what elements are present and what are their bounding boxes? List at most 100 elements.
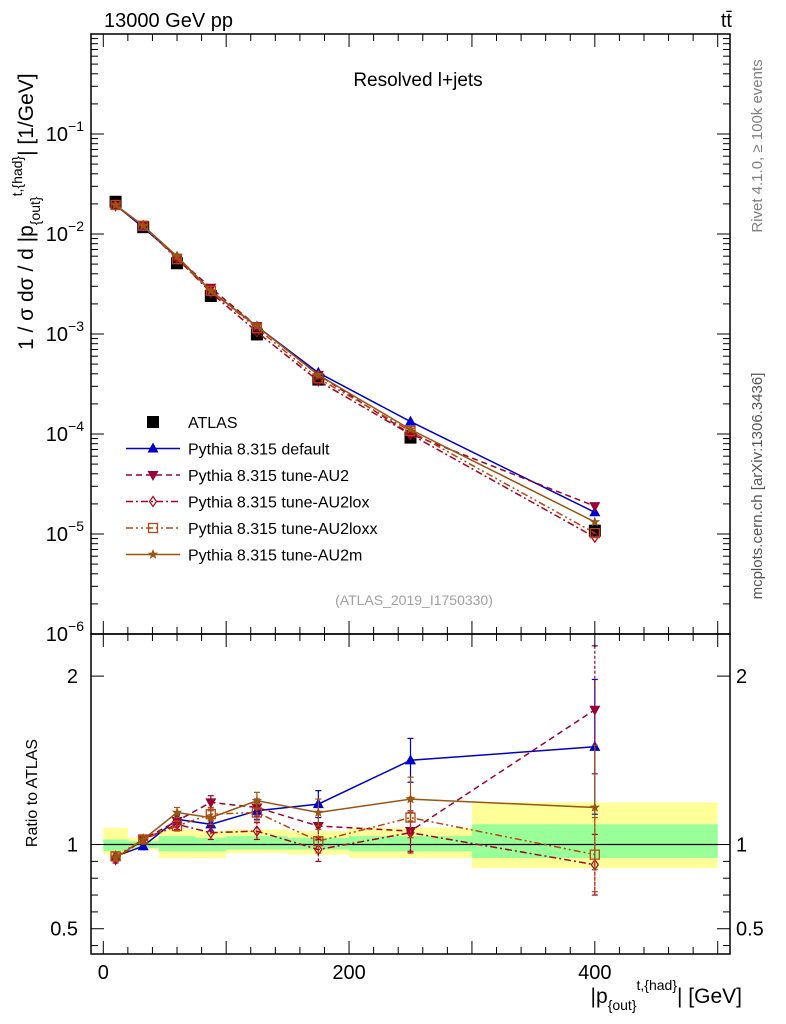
legend-marker <box>148 495 158 508</box>
ratio-y-tick-label-right: 1 <box>736 835 747 857</box>
ratio-point <box>205 812 216 822</box>
ratio-point <box>405 754 416 765</box>
series-line <box>115 204 596 523</box>
main-ticks <box>91 33 730 635</box>
series-atlas <box>109 195 601 537</box>
ratio-point <box>312 822 324 832</box>
source-label: mcplots.cern.ch [arXiv:1306.3436] <box>749 373 766 600</box>
data-point <box>313 369 324 380</box>
legend-item-pythia-8-315-default: Pythia 8.315 default <box>126 442 330 459</box>
legend-marker <box>147 471 159 481</box>
ratio-y-tick-label-right: 2 <box>736 666 747 688</box>
data-point <box>110 199 121 210</box>
y-title-sup: t,{had} <box>9 156 25 197</box>
x-title-sub: {out} <box>608 997 637 1013</box>
ratio-ticks <box>91 634 730 954</box>
main-y-tick-label: 10−6 <box>46 618 84 646</box>
main-panel: Resolved l+jets (ATLAS_2019_I1750330) 10… <box>9 33 731 646</box>
legend-item-pythia-8-315-tune-au2lox: Pythia 8.315 tune-AU2lox <box>126 495 369 512</box>
legend-marker <box>147 522 159 534</box>
analysis-label: (ATLAS_2019_I1750330) <box>335 592 493 608</box>
svg-text:1 / σ dσ / d |p{out}t,{had}| [: 1 / σ dσ / d |p{out}t,{had}| [1/GeV] <box>9 73 43 350</box>
ratio-line <box>115 798 595 859</box>
ratio-point <box>206 826 216 839</box>
legend-label: Pythia 8.315 tune-AU2 <box>188 468 349 485</box>
legend-label: Pythia 8.315 tune-AU2m <box>188 548 362 565</box>
series-pythia-8-315-tune-au2m <box>110 199 601 527</box>
main-y-tick-labels: 10−6 10−5 10−4 10−3 10−2 10−1 <box>46 118 84 646</box>
data-point <box>590 531 600 544</box>
green-band <box>158 836 196 852</box>
main-frame <box>90 33 731 635</box>
ratio-series <box>110 645 601 896</box>
process-label: tt̄ <box>721 10 733 32</box>
ratio-panel: 0.5 0.5 1 1 2 2 0 200 400 Ratio to ATLAS |p{out… <box>24 633 764 1013</box>
ratio-point <box>251 795 263 806</box>
ratio-point <box>138 834 149 844</box>
legend-marker <box>147 549 159 559</box>
series-line <box>115 205 596 507</box>
chart-title: Resolved l+jets <box>353 70 482 91</box>
ratio-point <box>589 802 601 812</box>
ratio-point <box>110 852 121 863</box>
ratio-y-axis-title: Ratio to ATLAS <box>24 739 41 847</box>
y-title-main: 1 / σ dσ / d |p <box>15 225 38 350</box>
series-line <box>115 204 596 538</box>
ratio-point <box>171 807 183 817</box>
ratio-y-tick-labels: 0.5 0.5 1 1 2 2 <box>50 666 764 941</box>
data-point <box>589 516 601 527</box>
ratio-y-tick-label: 0.5 <box>50 919 78 941</box>
x-tick-label: 400 <box>578 962 611 984</box>
ratio-frame <box>90 633 731 955</box>
data-point <box>589 527 600 539</box>
main-y-tick-label: 10−1 <box>46 118 84 146</box>
ratio-line <box>115 709 596 861</box>
main-y-tick-label: 10−2 <box>46 218 84 246</box>
series-line <box>115 204 596 513</box>
legend-marker <box>147 442 159 453</box>
data-point <box>405 424 416 434</box>
data-point <box>589 502 601 513</box>
x-title-sup: t,{had} <box>637 977 678 993</box>
main-series <box>109 195 601 544</box>
legend-label: Pythia 8.315 tune-AU2loxx <box>188 521 377 538</box>
main-y-tick-label: 10−4 <box>46 418 84 446</box>
legend-marker <box>147 416 159 428</box>
ratio-point <box>313 836 324 847</box>
ratio-point <box>405 793 416 804</box>
data-point <box>205 285 216 296</box>
data-point <box>588 524 601 537</box>
legend-item-pythia-8-315-tune-au2m: Pythia 8.315 tune-AU2m <box>126 548 362 565</box>
ratio-y-tick-label-right: 0.5 <box>736 919 764 941</box>
legend-label: Pythia 8.315 tune-AU2lox <box>188 495 369 512</box>
ratio-line <box>115 746 595 858</box>
legend-item-pythia-8-315-tune-au2loxx: Pythia 8.315 tune-AU2loxx <box>126 521 377 538</box>
x-tick-labels: 0 200 400 <box>98 962 612 984</box>
green-band <box>226 836 288 850</box>
ratio-point <box>314 843 323 856</box>
ratio-point <box>205 798 217 809</box>
ratio-y-tick-label: 1 <box>67 835 78 857</box>
data-point <box>171 250 183 261</box>
series-pythia-8-315-default <box>110 198 601 517</box>
ratio-point <box>589 705 601 716</box>
data-point <box>251 320 263 331</box>
y-title-unit: | [1/GeV] <box>15 73 38 156</box>
series-pythia-8-315-tune-au2 <box>110 201 601 513</box>
ratio-point <box>171 820 183 832</box>
data-point <box>314 374 323 387</box>
legend-label: Pythia 8.315 default <box>188 442 330 459</box>
green-band <box>103 839 128 852</box>
x-axis-title: |p{out}t,{had}| [GeV] <box>591 977 742 1013</box>
ratio-y-tick-label: 2 <box>67 666 78 688</box>
legend-label: ATLAS <box>188 415 238 432</box>
ratio-point <box>252 825 262 838</box>
legend: ATLAS Pythia 8.315 default Pythia 8.315 tu… <box>126 415 377 565</box>
main-y-axis-title: 1 / σ dσ / d |p{out}t,{had}| [1/GeV] <box>9 73 43 350</box>
data-point <box>138 220 149 231</box>
y-title-sub: {out} <box>27 196 43 225</box>
data-point <box>405 415 416 426</box>
legend-item-atlas: ATLAS <box>147 415 238 432</box>
main-y-tick-label: 10−3 <box>46 318 84 346</box>
